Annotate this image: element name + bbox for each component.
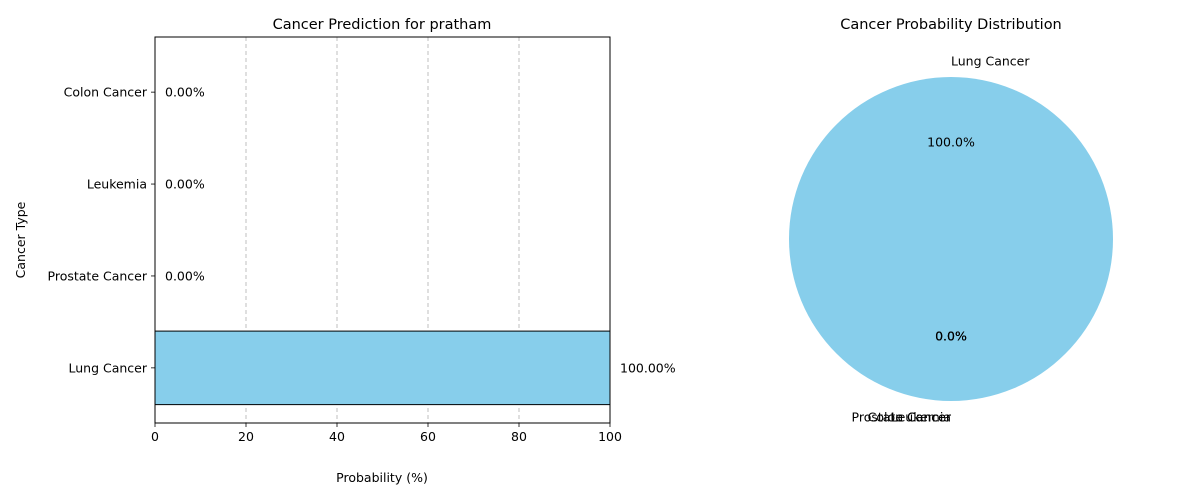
bar-chart-x-ticks: 0 20 40 60 80 100	[151, 423, 622, 444]
pie-chart: Cancer Probability Distribution Lung Can…	[789, 17, 1113, 425]
bar-value-label-lung-cancer: 100.00%	[620, 360, 676, 375]
pie-slice-lung-cancer	[789, 77, 1113, 401]
pie-label-colon-cancer: Colon Cancer	[868, 410, 952, 425]
y-tick-label-prostate-cancer: Prostate Cancer	[48, 268, 148, 283]
bar-chart-title: Cancer Prediction for pratham	[273, 17, 492, 33]
x-tick-label: 40	[329, 429, 345, 444]
bar-chart-x-axis-label: Probability (%)	[336, 470, 428, 485]
pie-chart-labels: Lung Cancer 100.0% Prostate Cancer 0.0% Leuk…	[852, 53, 1031, 424]
pie-label-lung-cancer: Lung Cancer	[951, 53, 1030, 68]
bar-chart-grid	[245, 37, 520, 423]
pie-pct-label-colon-cancer: 0.0%	[935, 329, 967, 344]
x-tick-label: 80	[511, 429, 527, 444]
bar-chart-bars	[154, 330, 611, 406]
bar-value-label-leukemia: 0.00%	[165, 177, 205, 192]
bar-value-label-colon-cancer: 0.00%	[165, 85, 205, 100]
y-tick-label-colon-cancer: Colon Cancer	[64, 85, 148, 100]
bar-lung-cancer	[154, 330, 611, 406]
pie-pct-label-leukemia: 0.0%	[935, 329, 967, 344]
bar-chart-frame	[154, 36, 611, 424]
pie-chart-slices	[789, 77, 1113, 401]
bar-chart-y-axis-label: Cancer Type	[13, 201, 28, 278]
x-tick-label: 60	[420, 429, 436, 444]
pie-label-leukemia: Leukemia	[891, 410, 951, 425]
bar-chart: Cancer Prediction for pratham 0 20 40 60 80 1…	[13, 17, 676, 485]
pie-label-prostate-cancer: Prostate Cancer	[852, 410, 952, 425]
y-tick-label-lung-cancer: Lung Cancer	[68, 360, 147, 375]
pie-pct-label-lung-cancer: 100.0%	[927, 134, 975, 149]
x-tick-label: 20	[238, 429, 254, 444]
x-tick-label: 100	[598, 429, 622, 444]
pie-chart-title: Cancer Probability Distribution	[840, 17, 1062, 33]
bar-chart-y-ticks: Lung Cancer Prostate Cancer Leukemia Colon …	[48, 85, 155, 375]
bar-value-label-prostate-cancer: 0.00%	[165, 268, 205, 283]
y-tick-label-leukemia: Leukemia	[87, 177, 147, 192]
bar-chart-value-labels: 100.00% 0.00% 0.00% 0.00%	[165, 85, 676, 376]
pie-pct-label-prostate-cancer: 0.0%	[935, 329, 967, 344]
x-tick-label: 0	[151, 429, 159, 444]
